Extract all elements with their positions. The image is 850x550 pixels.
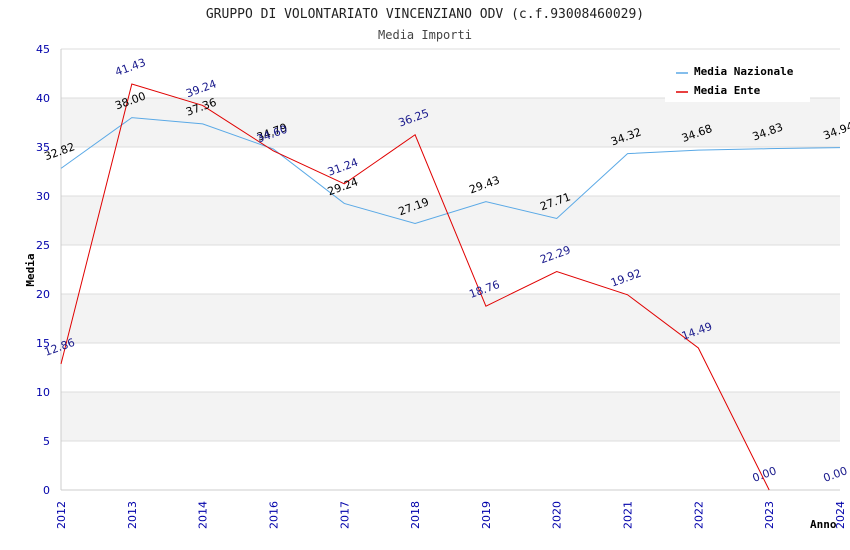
legend: Media Nazionale Media Ente	[665, 58, 810, 102]
series-lines	[60, 83, 841, 491]
plot-band	[61, 147, 840, 196]
x-tick-label: 2016	[267, 501, 280, 529]
x-tick-label: 2022	[692, 501, 705, 529]
x-axis-label: Anno	[810, 518, 837, 531]
chart-title: GRUPPO DI VOLONTARIATO VINCENZIANO ODV (…	[206, 7, 644, 22]
y-axis-label: Media	[24, 253, 37, 286]
x-tick-label: 2013	[126, 501, 139, 529]
x-tick-label: 2023	[763, 501, 776, 529]
y-tick-labels: 0 5 10 15 20 25 30 35 40 45	[36, 43, 50, 497]
legend-background	[665, 58, 810, 102]
legend-label-media-nazionale: Media Nazionale	[694, 65, 794, 78]
y-tick-label: 0	[43, 484, 50, 497]
y-tick-label: 25	[36, 239, 50, 252]
x-tick-label: 2019	[480, 501, 493, 529]
x-tick-label: 2017	[338, 501, 351, 529]
plot-band	[61, 245, 840, 294]
y-tick-label: 40	[36, 92, 50, 105]
y-tick-label: 5	[43, 435, 50, 448]
y-tick-label: 20	[36, 288, 50, 301]
x-tick-label: 2018	[409, 501, 422, 529]
plot-background-bands	[61, 49, 840, 490]
legend-label-media-ente: Media Ente	[694, 84, 761, 97]
x-tick-label: 2012	[55, 501, 68, 529]
y-tick-label: 10	[36, 386, 50, 399]
grid-lines	[61, 48, 840, 491]
x-tick-label: 2014	[197, 501, 210, 529]
plot-band	[61, 343, 840, 392]
plot-band	[61, 441, 840, 490]
plot-band	[61, 294, 840, 343]
x-tick-label: 2021	[622, 501, 635, 529]
series-line-media-nazionale	[60, 117, 841, 225]
y-tick-label: 15	[36, 337, 50, 350]
axes	[60, 49, 840, 491]
plot-band	[61, 98, 840, 147]
chart-subtitle: Media Importi	[378, 28, 472, 42]
y-tick-label: 30	[36, 190, 50, 203]
x-tick-labels: 2012 2013 2014 2016 2017 2018 2019 2020 2021 2022…	[55, 501, 847, 529]
x-tick-label: 2020	[551, 501, 564, 529]
y-tick-label: 35	[36, 141, 50, 154]
x-tick-label: 2024	[834, 501, 847, 529]
plot-band	[61, 392, 840, 441]
y-tick-label: 45	[36, 43, 50, 56]
series-line-media-ente	[60, 83, 770, 491]
